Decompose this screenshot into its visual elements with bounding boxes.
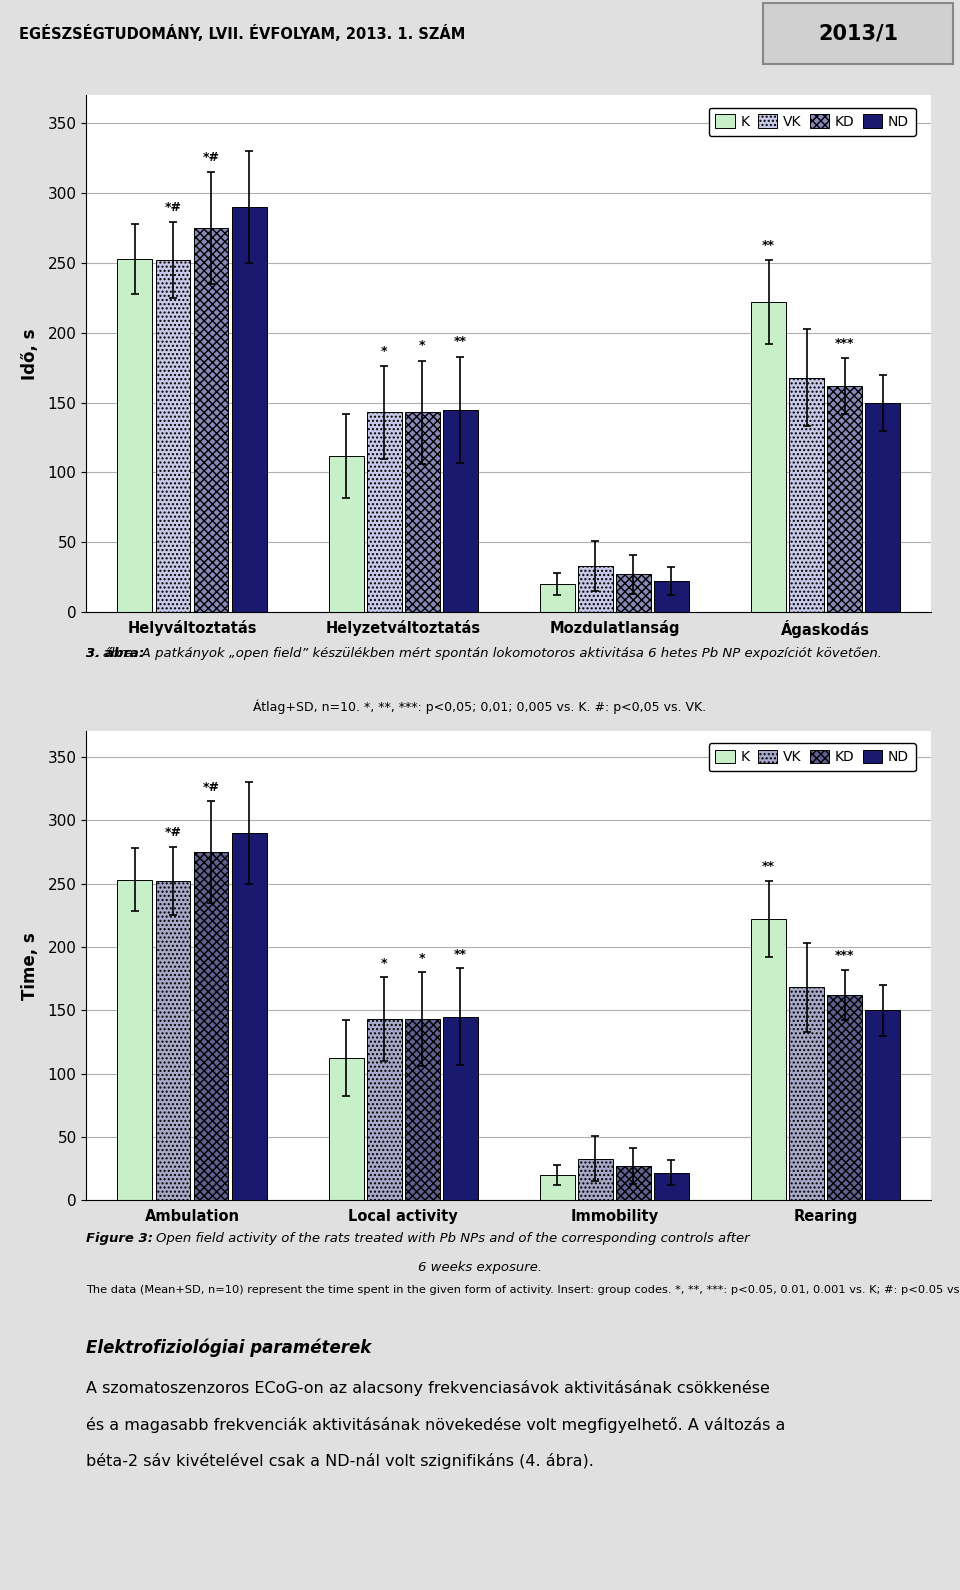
Bar: [828, 995, 862, 1200]
Bar: [367, 412, 401, 612]
Text: *#: *#: [203, 151, 220, 164]
Text: béta-2 sáv kivételével csak a ND-nál volt szignifikáns (4. ábra).: béta-2 sáv kivételével csak a ND-nál vol…: [86, 1453, 594, 1469]
Bar: [367, 1019, 401, 1200]
Bar: [156, 881, 190, 1200]
Bar: [789, 987, 824, 1200]
Bar: [751, 919, 786, 1200]
Text: ***: ***: [835, 337, 854, 350]
Text: Open field activity of the rats treated with Pb NPs and of the corresponding con: Open field activity of the rats treated …: [156, 1232, 749, 1245]
Text: és a magasabb frekvenciák aktivitásának növekedése volt megfigyelhető. A változá: és a magasabb frekvenciák aktivitásának …: [86, 1417, 786, 1433]
Bar: [405, 412, 440, 612]
Bar: [328, 456, 364, 612]
Text: *#: *#: [164, 200, 181, 215]
Bar: [828, 386, 862, 612]
Text: 6 weeks exposure.: 6 weeks exposure.: [418, 1261, 542, 1274]
Text: *: *: [419, 339, 425, 353]
Bar: [405, 1019, 440, 1200]
Bar: [578, 566, 612, 612]
Text: The data (Mean+SD, n=10) represent the time spent in the given form of activity.: The data (Mean+SD, n=10) represent the t…: [86, 1285, 960, 1294]
Text: *: *: [419, 952, 425, 965]
FancyBboxPatch shape: [763, 3, 953, 64]
Legend: K, VK, KD, ND: K, VK, KD, ND: [708, 108, 916, 135]
Bar: [156, 261, 190, 612]
Text: 3. ábra: A patkányok „open field” készülékben mért spontán lokomotoros aktivitás: 3. ábra: A patkányok „open field” készül…: [86, 647, 882, 660]
Bar: [865, 402, 900, 612]
Bar: [443, 1016, 478, 1200]
Y-axis label: Time, s: Time, s: [21, 932, 39, 1000]
Text: *#: *#: [164, 827, 181, 840]
Bar: [865, 1010, 900, 1200]
Text: A szomatoszenzoros ECoG-on az alacsony frekvenciasávok aktivitásának csökkenése: A szomatoszenzoros ECoG-on az alacsony f…: [86, 1380, 770, 1396]
Bar: [117, 879, 153, 1200]
Text: **: **: [762, 860, 775, 873]
Text: **: **: [762, 238, 775, 251]
Bar: [231, 833, 267, 1200]
Bar: [654, 582, 689, 612]
Text: 2013/1: 2013/1: [818, 24, 899, 43]
Bar: [540, 1175, 575, 1200]
Bar: [654, 1172, 689, 1200]
Legend: K, VK, KD, ND: K, VK, KD, ND: [708, 743, 916, 771]
Text: *: *: [381, 957, 388, 970]
Bar: [328, 1059, 364, 1200]
Bar: [117, 259, 153, 612]
Text: *: *: [381, 345, 388, 358]
Text: ***: ***: [835, 949, 854, 962]
Bar: [194, 227, 228, 612]
Bar: [616, 1165, 651, 1200]
Bar: [789, 377, 824, 612]
Bar: [443, 410, 478, 612]
Bar: [194, 852, 228, 1200]
Text: Elektrofiziológiai paraméterek: Elektrofiziológiai paraméterek: [86, 1339, 372, 1358]
Y-axis label: Idő, s: Idő, s: [21, 328, 39, 380]
Bar: [751, 302, 786, 612]
Bar: [540, 584, 575, 612]
Bar: [231, 207, 267, 612]
Bar: [616, 574, 651, 612]
Bar: [578, 1159, 612, 1200]
Text: Átlag+SD, n=10. *, **, ***: p<0,05; 0,01; 0,005 vs. K. #: p<0,05 vs. VK.: Átlag+SD, n=10. *, **, ***: p<0,05; 0,01…: [253, 700, 707, 714]
Text: Figure 3:: Figure 3:: [86, 1232, 154, 1245]
Text: **: **: [454, 948, 467, 960]
Text: *#: *#: [203, 781, 220, 793]
Text: 3. ábra:: 3. ábra:: [86, 647, 145, 660]
Text: EGÉSZSÉGTUDOMÁNY, LVII. ÉVFOLYAM, 2013. 1. SZÁM: EGÉSZSÉGTUDOMÁNY, LVII. ÉVFOLYAM, 2013. …: [19, 25, 466, 41]
Text: **: **: [454, 335, 467, 348]
